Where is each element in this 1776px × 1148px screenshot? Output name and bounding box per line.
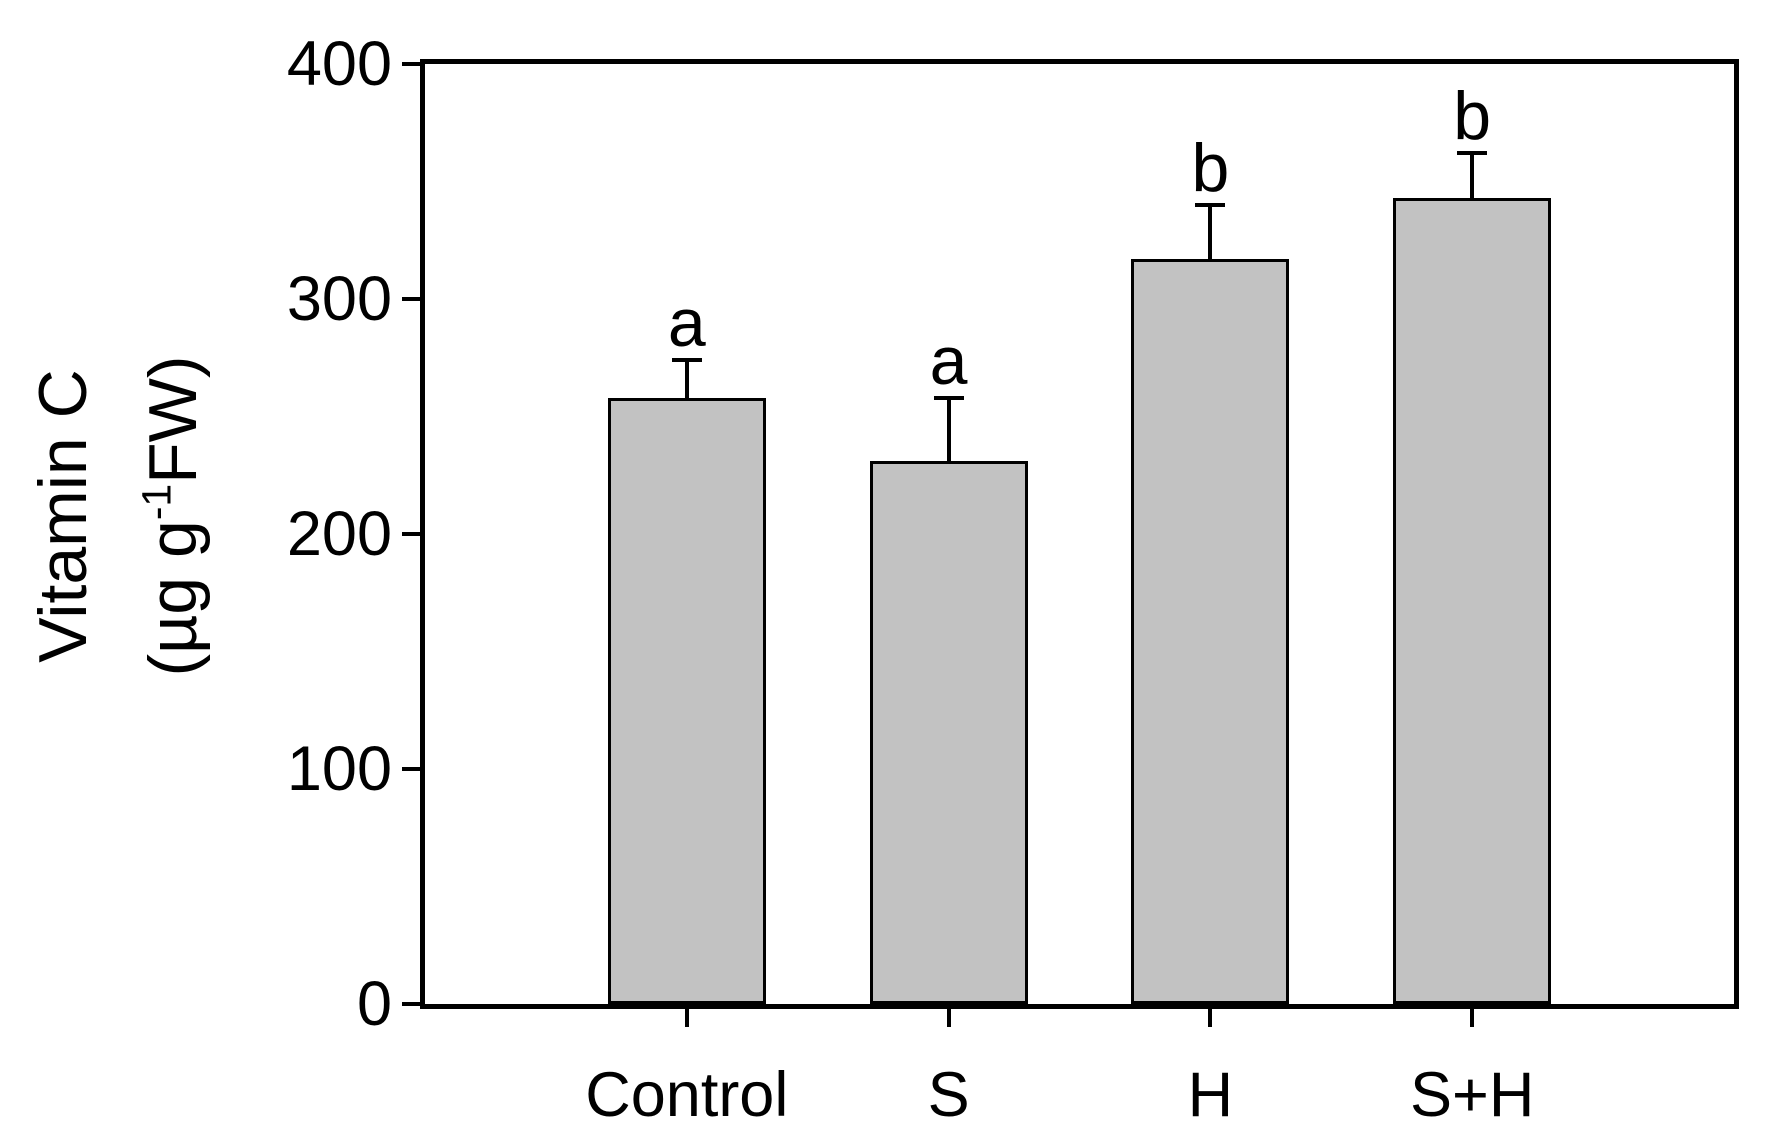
x-axis-tick	[1208, 1009, 1213, 1027]
y-axis-tick-label: 400	[286, 29, 392, 99]
significance-letter: b	[1191, 130, 1230, 206]
y-axis-tick	[402, 62, 420, 66]
bar	[869, 461, 1028, 1004]
x-axis-tick	[684, 1009, 689, 1027]
y-axis-unit-suffix: FW)	[135, 355, 211, 484]
significance-letter: a	[667, 285, 706, 362]
significance-letter: a	[929, 322, 968, 399]
error-bar-cap	[1195, 203, 1226, 207]
y-axis-label: Vitamin C (µg g-1FW)	[8, 166, 228, 866]
y-axis-unit-prefix: (µg g	[135, 520, 211, 677]
y-axis-tick	[402, 297, 420, 301]
error-bar-line	[1208, 205, 1213, 260]
x-axis-tick-label: S	[927, 1060, 970, 1130]
x-axis-tick-label: Control	[585, 1060, 789, 1130]
y-axis-tick-label: 200	[286, 499, 392, 569]
x-axis-tick-label: S+H	[1410, 1060, 1535, 1130]
error-bar-cap	[933, 395, 964, 400]
error-bar-cap	[671, 358, 702, 363]
error-bar-line	[684, 360, 689, 398]
y-axis-tick	[402, 1002, 420, 1006]
x-axis-tick	[946, 1009, 951, 1027]
y-axis-tick	[402, 532, 420, 536]
error-bar-line	[1470, 153, 1475, 198]
significance-letter: b	[1453, 78, 1492, 155]
y-axis-unit-superscript: -1	[133, 483, 180, 521]
bar	[607, 397, 766, 1004]
y-axis-tick-label: 100	[286, 734, 392, 804]
y-axis-tick-label: 0	[356, 969, 392, 1039]
y-axis-tick	[402, 767, 420, 771]
bar	[1393, 197, 1552, 1004]
error-bar-cap	[1457, 151, 1488, 156]
bar	[1131, 259, 1290, 1004]
y-axis-label-line2: (µg g-1FW)	[118, 166, 228, 866]
y-axis-tick-label: 300	[286, 264, 392, 334]
x-axis-tick-label: H	[1187, 1060, 1234, 1130]
error-bar-line	[946, 397, 951, 462]
x-axis-tick	[1470, 1009, 1475, 1027]
y-axis-label-line1: Vitamin C	[25, 369, 101, 663]
